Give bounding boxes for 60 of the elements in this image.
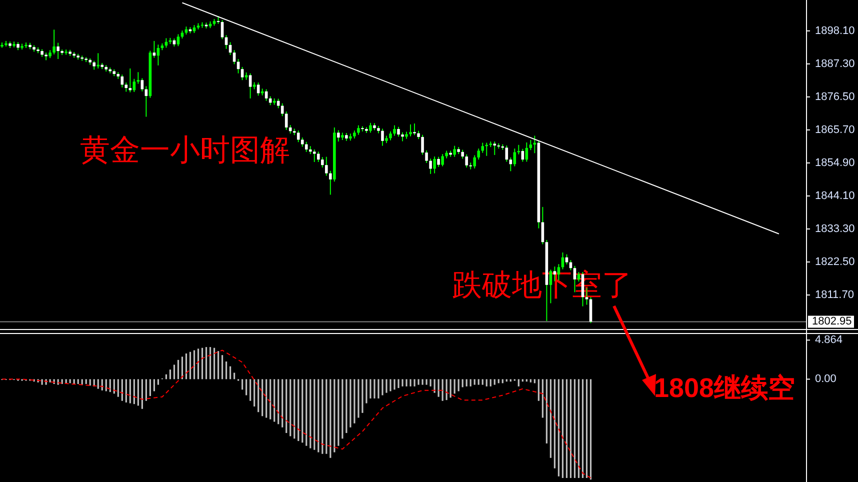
candlestick [541,206,544,245]
candlestick [513,148,516,167]
candlestick [437,156,440,168]
candlestick [240,66,244,81]
y-tick-label: 1887.30 [815,58,855,70]
candlestick [413,122,416,136]
candlestick [433,156,436,174]
candlestick [393,124,396,136]
candlestick [473,154,476,169]
annotation: 1808继续空 [654,373,796,403]
candlestick [425,150,428,164]
candlestick [441,154,444,167]
candlestick [529,140,532,151]
candlestick [381,128,384,146]
candlestick [565,254,568,265]
y-tick-label: 1865.70 [815,124,855,136]
candlestick [52,29,56,55]
candlestick [304,141,308,152]
candlestick [124,82,128,92]
candlestick [505,145,508,162]
candlestick [284,111,288,130]
candlestick [312,148,316,163]
candlestick [465,154,468,168]
candlestick [369,122,372,134]
candlestick [248,72,252,99]
y-tick-label: 1876.50 [815,90,855,103]
annotation: 黄金一小时图解 [80,133,290,168]
candlestick [325,156,328,176]
candlestick [176,34,180,47]
candlestick [96,52,100,69]
candlestick [477,148,480,160]
candlestick [276,98,280,109]
candlestick [316,151,320,163]
y-tick-label: 0.00 [815,373,836,386]
candlestick [397,126,400,138]
y-tick-label: 1898.10 [815,24,855,37]
y-tick-label: 1844.10 [815,190,855,202]
candlestick [521,148,524,162]
candlestick [421,134,424,156]
candlestick [357,124,360,136]
y-tick-label: 1833.30 [815,222,855,235]
candlestick [321,156,324,168]
candlestick [236,58,240,74]
ref-line-label: 1802.95 [812,316,852,328]
candlestick [220,20,224,40]
y-tick-label: 1822.50 [815,256,855,268]
candlestick [429,158,432,174]
candlestick [140,78,144,92]
candlestick [409,124,412,137]
candlestick [453,145,456,158]
line-series [2,350,592,478]
candlestick [56,42,60,60]
candlestick [493,141,496,156]
y-tick-label: 1854.90 [815,156,855,169]
candlestick [300,137,304,148]
y-tick-label: 4.864 [815,334,843,346]
candlestick [280,102,284,117]
candlestick [481,142,484,154]
candlestick [296,130,300,143]
y-tick-label: 1811.70 [815,288,854,301]
